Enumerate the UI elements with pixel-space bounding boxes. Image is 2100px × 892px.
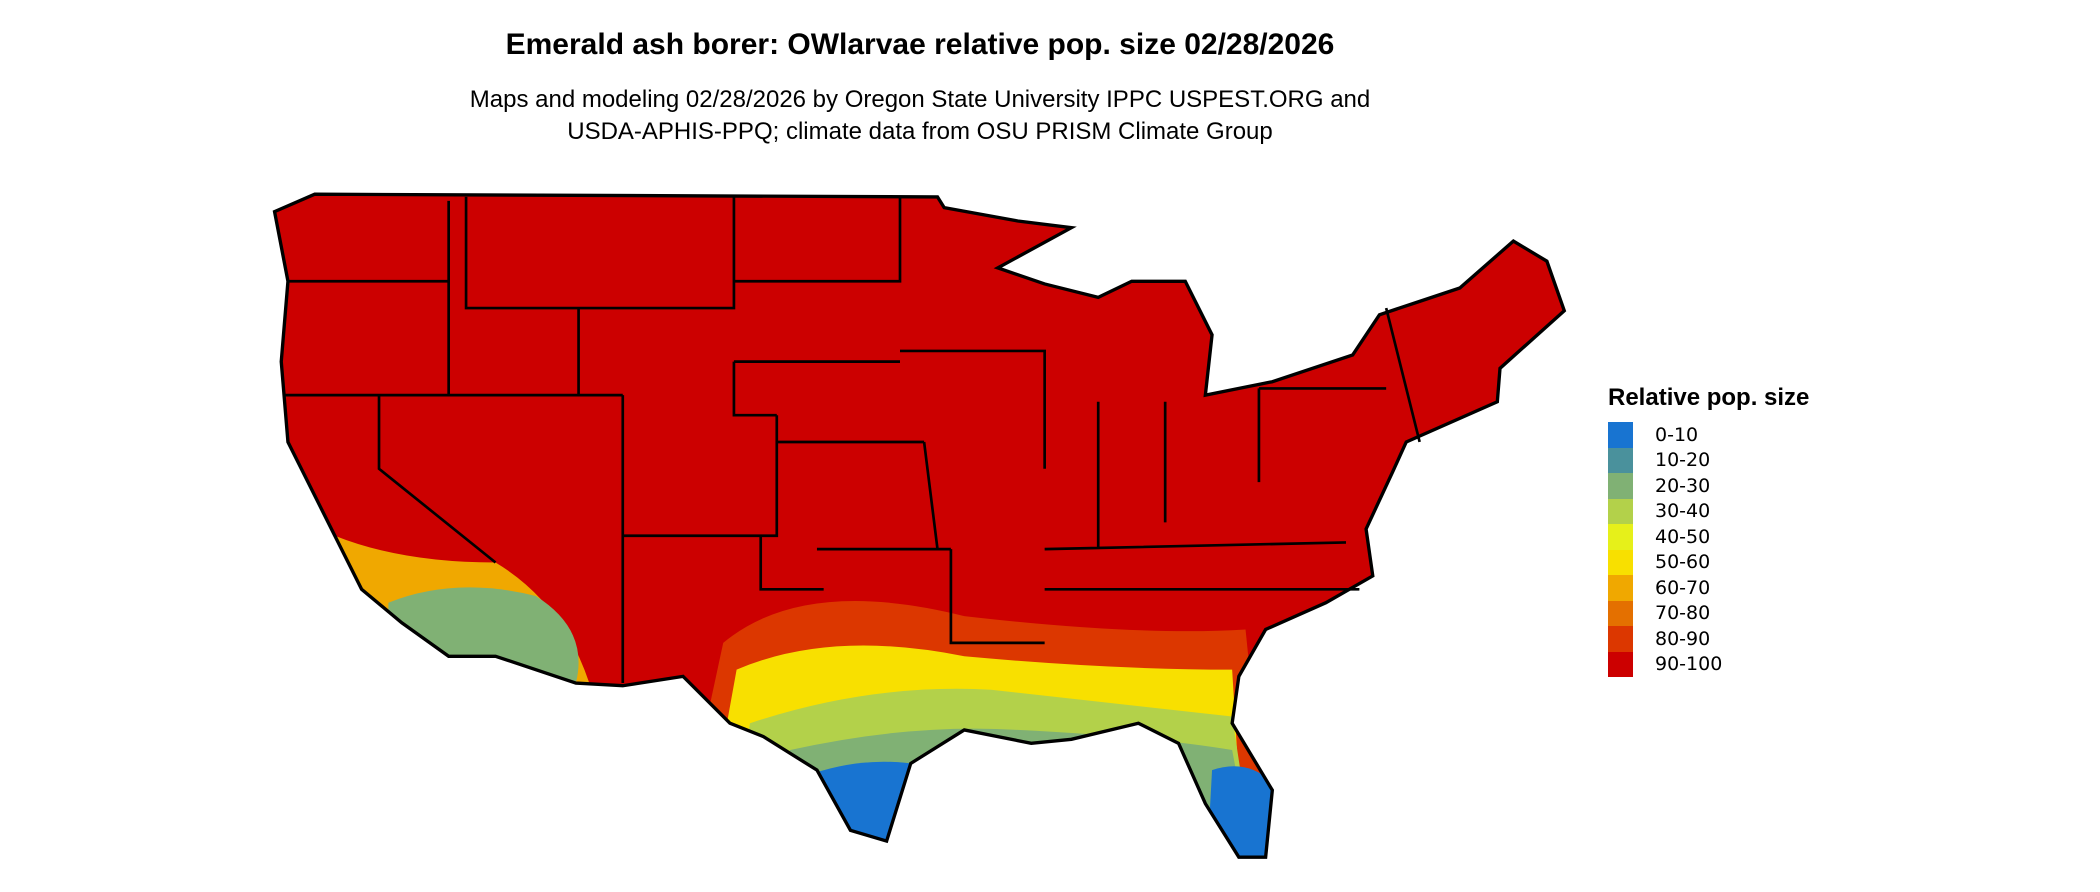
legend-swatch (1608, 473, 1633, 499)
legend-item: 10-20 (1608, 447, 1809, 473)
legend-label: 90-100 (1655, 653, 1723, 676)
legend-label: 10-20 (1655, 449, 1711, 472)
legend-label: 0-10 (1655, 423, 1699, 446)
legend-swatch (1608, 549, 1633, 575)
legend-label: 40-50 (1655, 525, 1711, 548)
legend-label: 30-40 (1655, 500, 1711, 523)
region-50-60 (696, 645, 1246, 858)
legend-item: 80-90 (1608, 626, 1809, 652)
legend-swatch (1608, 498, 1633, 524)
legend-swatch (1608, 447, 1633, 473)
legend-item: 60-70 (1608, 575, 1809, 601)
map-subtitle: Maps and modeling 02/28/2026 by Oregon S… (0, 84, 1840, 148)
legend-swatch (1608, 651, 1633, 677)
region-30-40 (723, 688, 1259, 858)
legend-label: 50-60 (1655, 551, 1711, 574)
legend-item: 0-10 (1608, 422, 1809, 448)
subtitle-line-2: USDA-APHIS-PPQ; climate data from OSU PR… (567, 118, 1273, 145)
legend-item: 30-40 (1608, 498, 1809, 524)
legend-swatch (1608, 524, 1633, 550)
state-borders (283, 196, 1421, 684)
legend: Relative pop. size 0-10 10-20 20-30 30-40 40… (1608, 384, 1809, 677)
legend-label: 60-70 (1655, 576, 1711, 599)
region-0-10-florida (1205, 766, 1280, 858)
legend-swatch (1608, 600, 1633, 626)
legend-item: 90-100 (1608, 651, 1809, 677)
subtitle-line-1: Maps and modeling 02/28/2026 by Oregon S… (469, 86, 1371, 113)
legend-swatch (1608, 422, 1633, 448)
region-0-10-texas (803, 761, 911, 858)
legend-title: Relative pop. size (1608, 384, 1810, 411)
legend-label: 70-80 (1655, 602, 1711, 625)
legend-item: 40-50 (1608, 524, 1809, 550)
legend-swatch (1608, 575, 1633, 601)
legend-swatch (1608, 626, 1633, 652)
legend-label: 20-30 (1655, 474, 1711, 497)
map-title: Emerald ash borer: OWlarvae relative pop… (505, 28, 1335, 61)
legend-item: 70-80 (1608, 600, 1809, 626)
legend-label: 80-90 (1655, 627, 1711, 650)
legend-item: 50-60 (1608, 549, 1809, 575)
legend-item: 20-30 (1608, 473, 1809, 499)
